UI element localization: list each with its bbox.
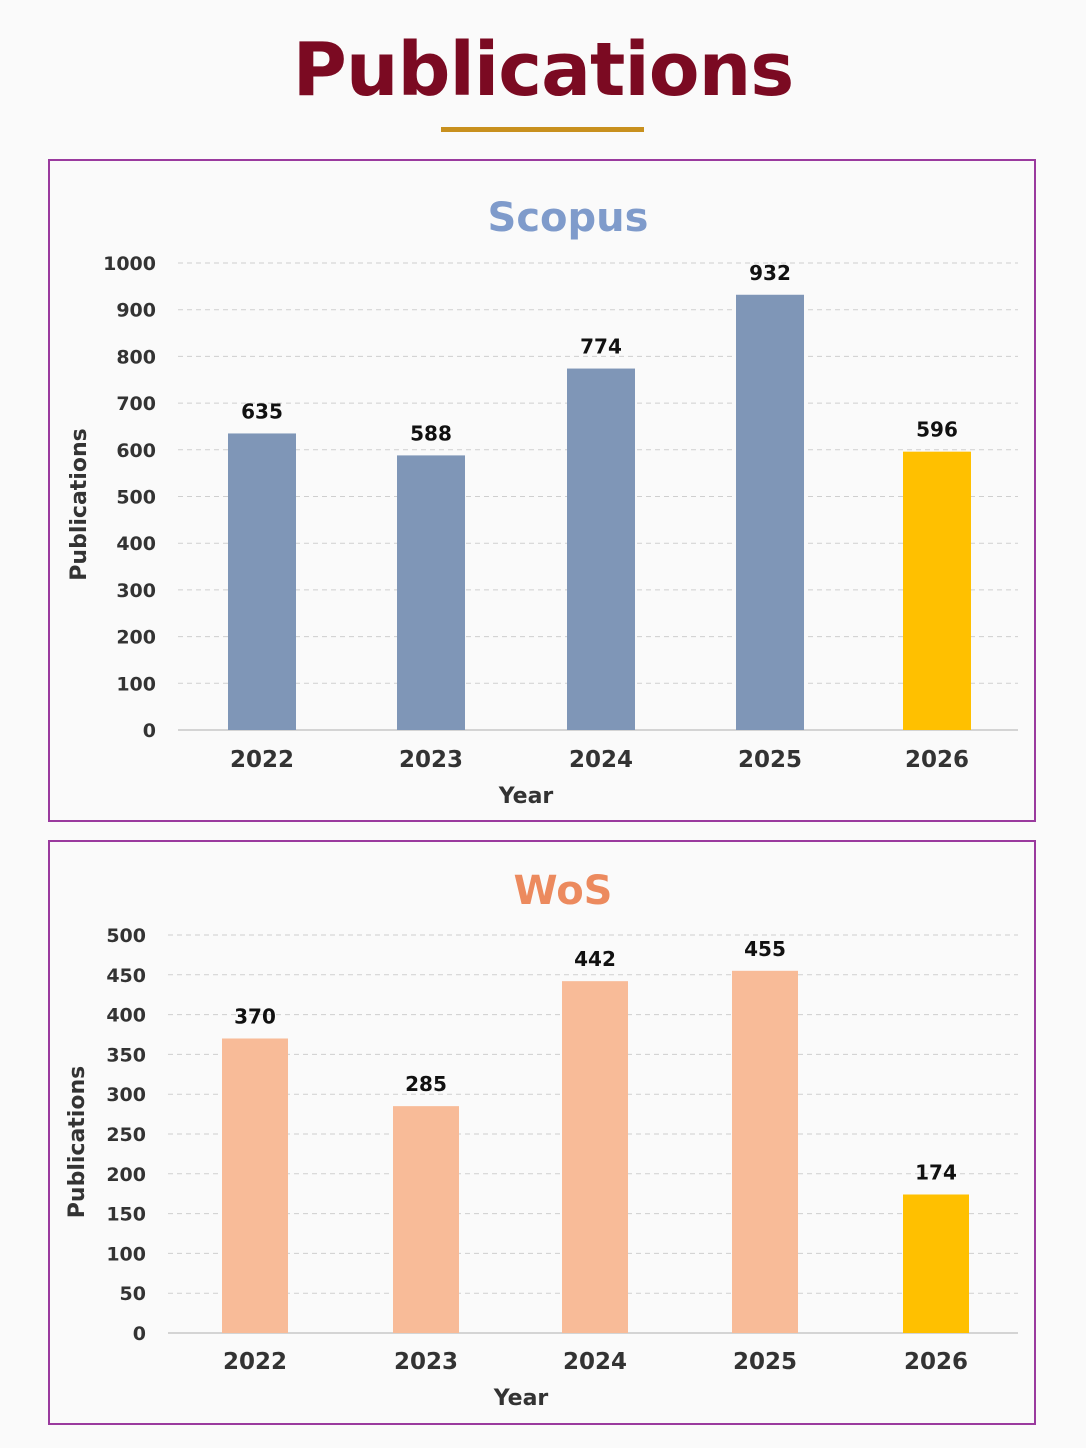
y-tick-label: 250 — [106, 1124, 146, 1146]
x-tick-label: 2025 — [738, 747, 802, 773]
bar-2022 — [228, 433, 296, 730]
title-underline — [441, 127, 644, 132]
x-tick-label: 2026 — [904, 1349, 968, 1375]
data-label: 588 — [410, 421, 452, 445]
data-label: 174 — [915, 1160, 957, 1184]
data-label: 442 — [574, 947, 616, 971]
x-tick-label: 2023 — [394, 1349, 458, 1375]
y-tick-label: 400 — [106, 1005, 146, 1027]
data-label: 932 — [749, 261, 791, 285]
y-tick-label: 1000 — [103, 253, 156, 275]
bar-2026 — [903, 1194, 969, 1333]
chart-title: Scopus — [488, 195, 649, 241]
y-tick-label: 500 — [116, 487, 156, 509]
x-axis-title: Year — [498, 784, 554, 809]
data-label: 774 — [580, 335, 622, 359]
x-tick-label: 2023 — [399, 747, 463, 773]
bar-2024 — [567, 368, 635, 730]
bar-2023 — [393, 1106, 459, 1333]
x-tick-label: 2025 — [733, 1349, 797, 1375]
wos-chart: WoS 0 50 100 150 200 250 300 350 400 450 500 370 2022… — [65, 868, 1018, 1411]
y-tick-label: 450 — [106, 965, 146, 987]
data-label: 635 — [241, 399, 283, 423]
x-tick-label: 2022 — [230, 747, 294, 773]
y-tick-label: 100 — [106, 1243, 146, 1265]
y-tick-label: 600 — [116, 440, 156, 462]
bar-2026 — [903, 451, 971, 730]
y-tick-label: 350 — [106, 1044, 146, 1066]
y-tick-label: 200 — [116, 627, 156, 649]
y-tick-label: 50 — [120, 1283, 146, 1305]
chart-title: WoS — [514, 868, 613, 914]
data-label: 285 — [405, 1072, 447, 1096]
data-label: 455 — [744, 937, 786, 961]
y-tick-label: 300 — [106, 1084, 146, 1106]
bar-2022 — [222, 1038, 288, 1333]
data-label: 370 — [234, 1004, 276, 1028]
y-axis-title: Publications — [67, 428, 92, 580]
y-tick-label: 500 — [106, 925, 146, 947]
y-tick-label: 400 — [116, 533, 156, 555]
scopus-chart: Scopus 0 100 200 300 400 500 600 700 800 900 1000 63… — [67, 195, 1018, 809]
x-tick-label: 2022 — [223, 1349, 287, 1375]
x-tick-label: 2026 — [905, 747, 969, 773]
y-tick-label: 100 — [116, 673, 156, 695]
x-tick-label: 2024 — [563, 1349, 627, 1375]
x-tick-label: 2024 — [569, 747, 633, 773]
data-label: 596 — [916, 418, 958, 442]
y-tick-label: 0 — [133, 1323, 146, 1345]
x-axis-title: Year — [493, 1386, 549, 1411]
bar-2024 — [562, 981, 628, 1333]
bar-2023 — [397, 455, 465, 730]
y-tick-label: 700 — [116, 393, 156, 415]
y-axis-title: Publications — [65, 1066, 90, 1218]
y-tick-label: 200 — [106, 1164, 146, 1186]
scopus-chart-panel: Scopus 0 100 200 300 400 500 600 700 800 900 1000 63… — [48, 159, 1036, 822]
y-tick-label: 300 — [116, 580, 156, 602]
wos-chart-panel: WoS 0 50 100 150 200 250 300 350 400 450 500 370 2022… — [48, 840, 1036, 1425]
page-title: Publications — [292, 27, 795, 113]
y-tick-label: 0 — [143, 720, 156, 742]
bar-2025 — [736, 294, 804, 730]
y-tick-label: 900 — [116, 300, 156, 322]
y-tick-label: 800 — [116, 346, 156, 368]
bar-2025 — [732, 970, 798, 1333]
y-tick-label: 150 — [106, 1204, 146, 1226]
